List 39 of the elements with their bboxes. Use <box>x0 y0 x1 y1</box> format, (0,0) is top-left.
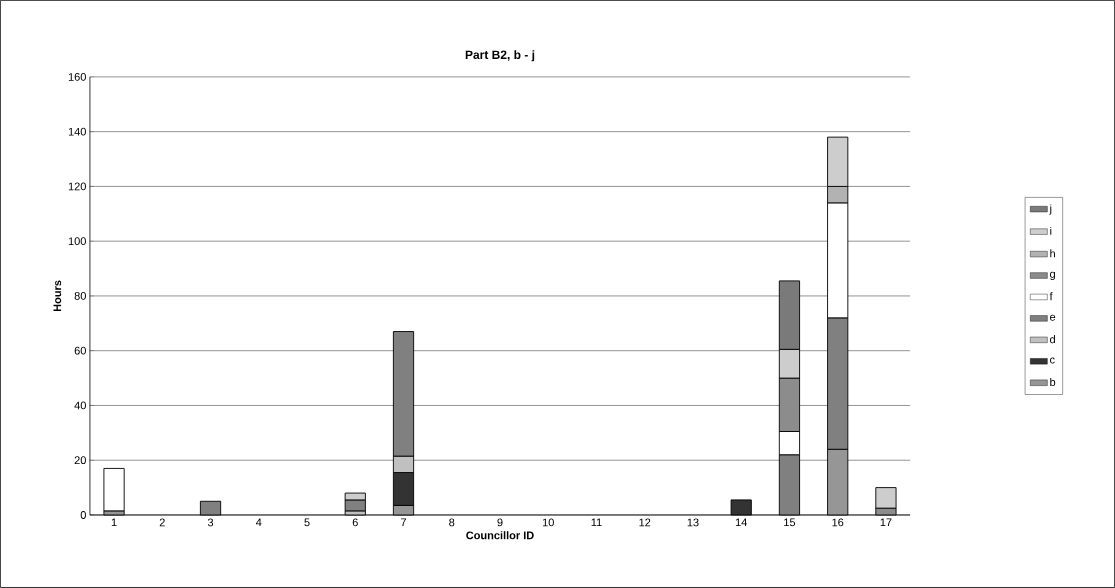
legend-label: i <box>1050 226 1052 235</box>
x-tick-label: 16 <box>832 518 844 527</box>
y-tick-label: 100 <box>68 237 86 246</box>
x-tick-label: 10 <box>542 518 554 527</box>
x-tick-label: 7 <box>401 518 407 527</box>
legend-label: h <box>1050 249 1055 258</box>
chart-title: Part B2, b - j <box>465 50 535 62</box>
y-tick-label: 160 <box>68 73 86 81</box>
x-tick-label: 4 <box>255 518 262 527</box>
x-tick-label: 11 <box>591 518 602 527</box>
legend-label: b <box>1050 378 1056 387</box>
legend-label: c <box>1050 357 1055 364</box>
x-tick-label: 15 <box>784 518 796 527</box>
legend-label: j <box>1049 204 1052 215</box>
x-tick-label: 13 <box>687 518 699 527</box>
x-tick-label: 9 <box>497 518 503 527</box>
legend-label: g <box>1050 271 1055 281</box>
x-tick-label: 17 <box>880 518 892 527</box>
x-tick-label: 8 <box>449 518 455 527</box>
y-tick-label: 80 <box>74 292 86 300</box>
y-tick-label: 0 <box>80 511 86 519</box>
x-tick-label: 3 <box>207 518 214 527</box>
y-tick-label: 120 <box>68 182 86 191</box>
y-tick-label: 140 <box>68 127 86 136</box>
x-tick-label: 5 <box>304 518 310 527</box>
legend-label: f <box>1049 292 1053 301</box>
x-tick-label: 6 <box>352 518 358 527</box>
y-tick-label: 40 <box>74 401 86 410</box>
y-tick-label: 20 <box>74 456 86 465</box>
legend-label: d <box>1050 335 1055 344</box>
x-tick-label: 2 <box>159 518 165 527</box>
legend-label: e <box>1050 314 1056 321</box>
bar <box>103 468 125 512</box>
y-tick-label: 60 <box>74 346 86 355</box>
x-axis-title: Councillor ID <box>466 531 534 540</box>
x-tick-label: 1 <box>111 518 117 527</box>
x-tick-label: 14 <box>735 518 747 527</box>
x-tick-label: 12 <box>639 518 651 527</box>
y-axis-title: Hours <box>53 280 62 312</box>
